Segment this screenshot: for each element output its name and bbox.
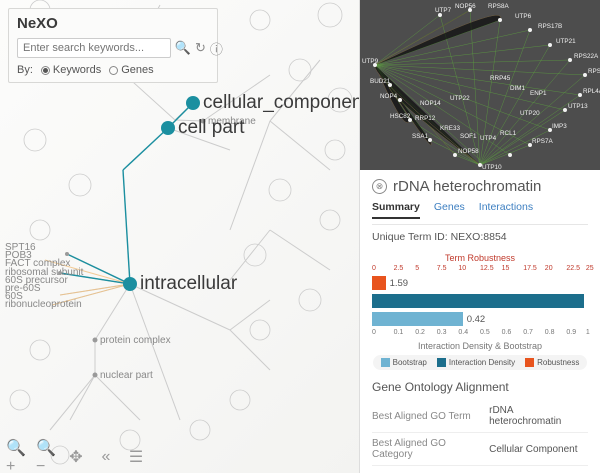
- svg-text:ribonucleoprotein: ribonucleoprotein: [5, 299, 82, 310]
- svg-text:ENP1: ENP1: [530, 90, 547, 97]
- search-filter-options: By: Keywords Genes: [17, 64, 209, 76]
- search-input[interactable]: [17, 38, 171, 58]
- svg-text:RPS7A: RPS7A: [532, 138, 553, 145]
- robustness-axis-ticks: 0 2.5 5 7.5 10 12.5 15 17.5 20 22.5 25: [372, 265, 588, 275]
- svg-text:NOP4: NOP4: [380, 93, 398, 100]
- svg-text:UTP9: UTP9: [362, 58, 379, 65]
- robustness-bar-row[interactable]: 1.59: [372, 275, 588, 291]
- term-title-row: ⊗ rDNA heterochromatin: [372, 178, 588, 195]
- refresh-icon[interactable]: ↻: [195, 40, 206, 56]
- svg-text:UTP10: UTP10: [482, 164, 502, 170]
- goa-table: Best Aligned GO Term rDNA heterochromati…: [372, 400, 588, 466]
- term-info-panel: ⊗ rDNA heterochromatin Summary Genes Int…: [360, 170, 600, 473]
- svg-text:UTP4: UTP4: [480, 135, 497, 142]
- interaction-density-bar-row[interactable]: [372, 293, 588, 309]
- svg-text:UTP21: UTP21: [556, 38, 576, 45]
- svg-text:NOP14: NOP14: [420, 100, 441, 107]
- unique-term-id: Unique Term ID: NEXO:8854: [372, 231, 588, 243]
- svg-text:NOP58: NOP58: [458, 148, 479, 155]
- term-detail-panel: UTP9 UTP7 NOP56 RPS8A UTP6 RPS17B UTP21 RPS22…: [360, 0, 600, 473]
- tree-label-cellular-component: cellular_component: [203, 92, 360, 113]
- svg-text:UTP13: UTP13: [568, 103, 588, 110]
- tree-browser-panel: SPT16 POB3 FACT complex ribosomal subuni…: [0, 0, 360, 473]
- svg-text:RCL1: RCL1: [500, 130, 517, 137]
- svg-text:RPS8A: RPS8A: [488, 3, 509, 10]
- tab-interactions[interactable]: Interactions: [479, 201, 533, 219]
- goa-section-title: Gene Ontology Alignment: [372, 380, 588, 394]
- robustness-chart-block: Term Robustness 0 2.5 5 7.5 10 12.5 15 1…: [372, 253, 588, 370]
- svg-text:RPS17B: RPS17B: [538, 23, 562, 30]
- interaction-density-bootstrap-title: Interaction Density & Bootstrap: [372, 341, 588, 351]
- tab-summary[interactable]: Summary: [372, 201, 420, 219]
- legend-bootstrap: Bootstrap: [381, 358, 427, 367]
- svg-text:SOF1: SOF1: [460, 133, 477, 140]
- svg-text:RRP12: RRP12: [415, 115, 436, 122]
- bootstrap-bar-fill: [372, 312, 463, 326]
- bootstrap-bar-value: 0.42: [467, 314, 486, 325]
- close-term-icon[interactable]: ⊗: [372, 179, 387, 194]
- tree-toolbar: 🔍+ 🔍− ✥ « ☰: [6, 447, 146, 467]
- tree-label-intracellular: intracellular: [140, 273, 238, 294]
- collapse-icon[interactable]: «: [96, 447, 116, 467]
- svg-text:BUD21: BUD21: [370, 78, 391, 85]
- tab-genes[interactable]: Genes: [434, 201, 465, 219]
- svg-text:KRE33: KRE33: [440, 125, 460, 132]
- tree-label-protein-complex: protein complex: [100, 335, 171, 346]
- zoom-in-icon[interactable]: 🔍+: [6, 447, 26, 467]
- bootstrap-bar-row[interactable]: 0.42: [372, 311, 588, 327]
- nexo-app: SPT16 POB3 FACT complex ribosomal subuni…: [0, 0, 600, 473]
- svg-text:IMP3: IMP3: [552, 123, 567, 130]
- tree-label-nuclear-part: nuclear part: [100, 370, 153, 381]
- svg-text:UTP20: UTP20: [520, 110, 540, 117]
- zoom-out-icon[interactable]: 🔍−: [36, 447, 56, 467]
- layers-icon[interactable]: ☰: [126, 447, 146, 467]
- legend-interaction-density: Interaction Density: [437, 358, 515, 367]
- svg-text:NOP56: NOP56: [455, 3, 476, 10]
- search-icon[interactable]: 🔍: [175, 40, 191, 56]
- svg-text:SSA1: SSA1: [412, 133, 429, 140]
- svg-text:UTP22: UTP22: [450, 95, 470, 102]
- svg-text:RPS4A: RPS4A: [588, 68, 600, 75]
- term-tabs: Summary Genes Interactions: [372, 201, 588, 225]
- fullscreen-icon[interactable]: ✥: [66, 447, 86, 467]
- term-title: rDNA heterochromatin: [393, 178, 541, 195]
- interaction-density-bar-fill: [372, 294, 584, 308]
- search-box: NeXO 🔍 ↻ ⓘ By: Keywords Genes: [8, 8, 218, 83]
- gene-network-graph[interactable]: UTP9 UTP7 NOP56 RPS8A UTP6 RPS17B UTP21 RPS22…: [360, 0, 600, 170]
- keywords-radio[interactable]: Keywords: [41, 64, 101, 76]
- svg-text:UTP6: UTP6: [515, 13, 532, 20]
- svg-text:HSC82: HSC82: [390, 113, 411, 120]
- by-label: By:: [17, 64, 33, 76]
- genes-radio[interactable]: Genes: [109, 64, 153, 76]
- chart-legend: Bootstrap Interaction Density Robustness: [373, 355, 588, 370]
- svg-text:DIM1: DIM1: [510, 85, 526, 92]
- term-robustness-title: Term Robustness: [372, 253, 588, 263]
- robustness-bar-fill: [372, 276, 386, 290]
- robustness-bar-value: 1.59: [390, 278, 409, 289]
- svg-text:RRP45: RRP45: [490, 75, 511, 82]
- legend-robustness: Robustness: [525, 358, 579, 367]
- app-title: NeXO: [17, 15, 209, 32]
- help-icon[interactable]: ⓘ: [210, 40, 223, 56]
- bootstrap-axis-ticks: 0 0.1 0.2 0.3 0.4 0.5 0.6 0.7 0.8 0.9 1: [372, 329, 588, 339]
- svg-text:RPL4A: RPL4A: [583, 88, 600, 95]
- svg-text:RPS22A: RPS22A: [574, 53, 599, 60]
- tree-label-cell-part: cell part: [178, 117, 245, 138]
- svg-text:UTP7: UTP7: [435, 7, 452, 14]
